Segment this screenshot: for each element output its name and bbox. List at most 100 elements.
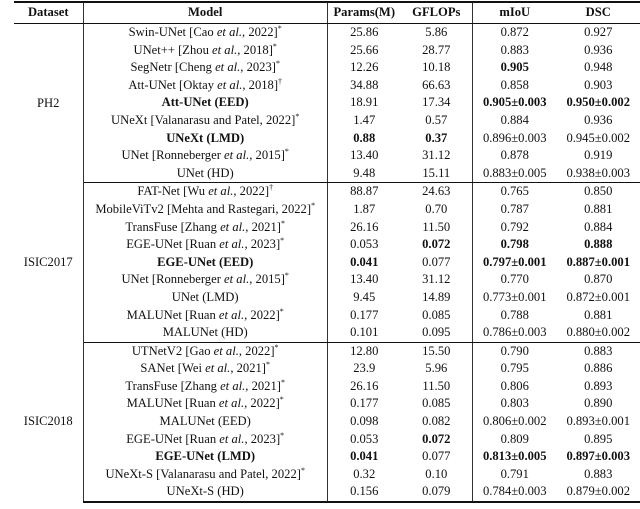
table-row: UNet [Ronneberger et al., 2015]* 13.40 31.… (14, 147, 640, 165)
gflops-cell: 28.77 (400, 41, 473, 60)
model-cell: UNeXt-S [Valanarasu and Patel, 2022]* (83, 465, 328, 484)
table-row: PH2 Swin-UNet [Cao et al., 2022]* 25.86 5.8… (14, 23, 640, 183)
gflops-cell: 15.11 (400, 164, 473, 184)
model-source-mark: * (274, 342, 279, 352)
gflops-cell: 0.085 (400, 306, 473, 325)
params-cell: 0.053 (350, 431, 379, 446)
table-row: MALUNet (HD) 0.101 0.095 0.786±0.003 0.880±0… (14, 324, 640, 343)
model-cell: EGE-UNet (LMD) (83, 448, 328, 466)
gflops-cell: 5.86 (400, 23, 473, 42)
model-cell: SANet [Wei et al., 2021]* (83, 360, 328, 378)
model-cell: UNet [Ronneberger et al., 2015]* (83, 147, 328, 165)
model-name: UNeXt [Valanarasu and Patel, 2022] (111, 112, 296, 127)
model-name: FAT-Net [Wu (137, 184, 209, 199)
model-cell: UTNetV2 [Gao et al., 2022]* (83, 342, 328, 361)
model-citation-year: , 2015] (249, 272, 285, 287)
params-cell: 0.88 (353, 130, 376, 145)
header-row: Dataset Model Params(M) GFLOPs mIoU DSC (14, 1, 640, 24)
gflops-cell: 14.89 (400, 288, 473, 307)
table-row: UNet++ [Zhou et al., 2018]* 25.66 28.77 0.8… (14, 41, 640, 60)
miou-cell: 0.806 (500, 378, 529, 393)
model-source-mark: * (284, 147, 289, 157)
gflops-cell: 0.082 (400, 413, 473, 431)
model-citation-year: , 2018] (237, 42, 273, 57)
model-source-mark: † (269, 183, 274, 193)
params-cell: 0.32 (353, 466, 376, 481)
table-row: EGE-UNet [Ruan et al., 2023]* 0.053 0.072 0… (14, 236, 640, 254)
model-name: UTNetV2 [Gao (131, 343, 214, 358)
model-citation-year: , 2021] (230, 361, 266, 376)
model-source-mark: * (284, 271, 289, 281)
params-cell: 9.45 (353, 289, 376, 304)
model-source-mark: * (272, 41, 277, 51)
model-cell: EGE-UNet (EED) (83, 253, 328, 272)
table-row: Att-UNet [Oktay et al., 2018]† 34.88 66.63… (14, 76, 640, 95)
model-cell: EGE-UNet [Ruan et al., 2023]* (83, 236, 328, 254)
gflops-cell: 0.70 (400, 200, 473, 219)
params-cell: 26.16 (350, 378, 379, 393)
dsc-cell: 0.919 (584, 148, 613, 163)
model-source-mark: * (275, 59, 280, 69)
model-name: MALUNet [Ruan (126, 307, 219, 322)
model-cell: Att-UNet [Oktay et al., 2018]† (83, 76, 328, 95)
model-cell: EGE-UNet [Ruan et al., 2023]* (83, 430, 328, 449)
gflops-cell: 5.96 (400, 360, 473, 378)
gflops-cell: 0.085 (400, 395, 473, 414)
table-row: EGE-UNet (LMD) 0.041 0.077 0.813±0.005 0.897… (14, 448, 640, 466)
model-name: EGE-UNet [Ruan (126, 237, 220, 252)
dsc-cell: 0.880±0.002 (556, 324, 640, 343)
model-source-mark: * (277, 24, 282, 33)
miou-cell: 0.806±0.002 (482, 414, 547, 429)
model-cell: TransFuse [Zhang et al., 2021]* (83, 218, 328, 237)
miou-cell: 0.790 (500, 343, 529, 358)
model-source-mark: * (280, 430, 285, 440)
gflops-cell: 17.34 (400, 94, 473, 112)
table-row: UNeXt-S [Valanarasu and Patel, 2022]* 0.3… (14, 465, 640, 484)
dsc-cell: 0.881 (584, 307, 613, 322)
dsc-cell: 0.883 (584, 343, 613, 358)
dsc-cell: 0.936 (584, 112, 613, 127)
params-cell: 0.156 (327, 483, 401, 504)
miou-cell: 0.787 (500, 201, 529, 216)
params-cell: 34.88 (350, 77, 379, 92)
dsc-cell: 0.879±0.002 (556, 483, 640, 504)
dsc-cell: 0.895 (584, 431, 613, 446)
params-cell: 12.80 (350, 343, 379, 358)
gflops-cell: 15.50 (400, 342, 473, 361)
miou-cell: 0.813±0.005 (482, 449, 547, 464)
model-name: EGE-UNet (LMD) (155, 449, 256, 464)
miou-cell: 0.858 (500, 77, 529, 92)
table-row: TransFuse [Zhang et al., 2021]* 26.16 11.5… (14, 218, 640, 237)
model-et-al: et al. (218, 307, 245, 322)
dsc-cell: 0.936 (584, 42, 613, 57)
params-cell: 0.101 (327, 324, 401, 343)
model-source-mark: * (279, 306, 284, 316)
params-cell: 26.16 (350, 219, 379, 234)
model-et-al: et al. (220, 219, 246, 234)
model-cell: Swin-UNet [Cao et al., 2022]* (83, 23, 328, 42)
header-dataset: Dataset (14, 1, 84, 24)
model-name: TransFuse [Zhang (125, 378, 221, 393)
model-citation-year: , 2022] (238, 343, 275, 358)
header-miou: mIoU (472, 1, 557, 24)
header-model: Model (83, 1, 328, 24)
model-citation-year: , 2023] (244, 431, 281, 446)
table-row: UNeXt (LMD) 0.88 0.37 0.896±0.003 0.945±0.00… (14, 129, 640, 148)
dsc-cell: 0.872±0.001 (566, 289, 631, 304)
header-params: Params(M) (327, 1, 401, 24)
dsc-cell: 0.870 (584, 272, 613, 287)
params-cell: 9.48 (327, 164, 401, 184)
dsc-cell: 0.893 (584, 378, 613, 393)
gflops-cell: 0.079 (400, 483, 473, 504)
model-name: Swin-UNet [Cao (128, 25, 217, 39)
miou-cell: 0.803 (500, 396, 529, 411)
header-dsc: DSC (556, 1, 640, 24)
table-row: MALUNet [Ruan et al., 2022]* 0.177 0.085 0.… (14, 395, 640, 414)
dataset-group-isic2017: ISIC2017 FAT-Net [Wu et al., 2022]† 88.87 2… (14, 182, 640, 343)
gflops-cell: 0.57 (400, 111, 473, 130)
model-cell: MALUNet [Ruan et al., 2022]* (83, 306, 328, 325)
model-name: UNet (LMD) (171, 289, 239, 304)
params-cell: 0.098 (350, 414, 379, 429)
params-cell: 0.041 (350, 449, 379, 464)
params-cell: 13.40 (350, 272, 379, 287)
